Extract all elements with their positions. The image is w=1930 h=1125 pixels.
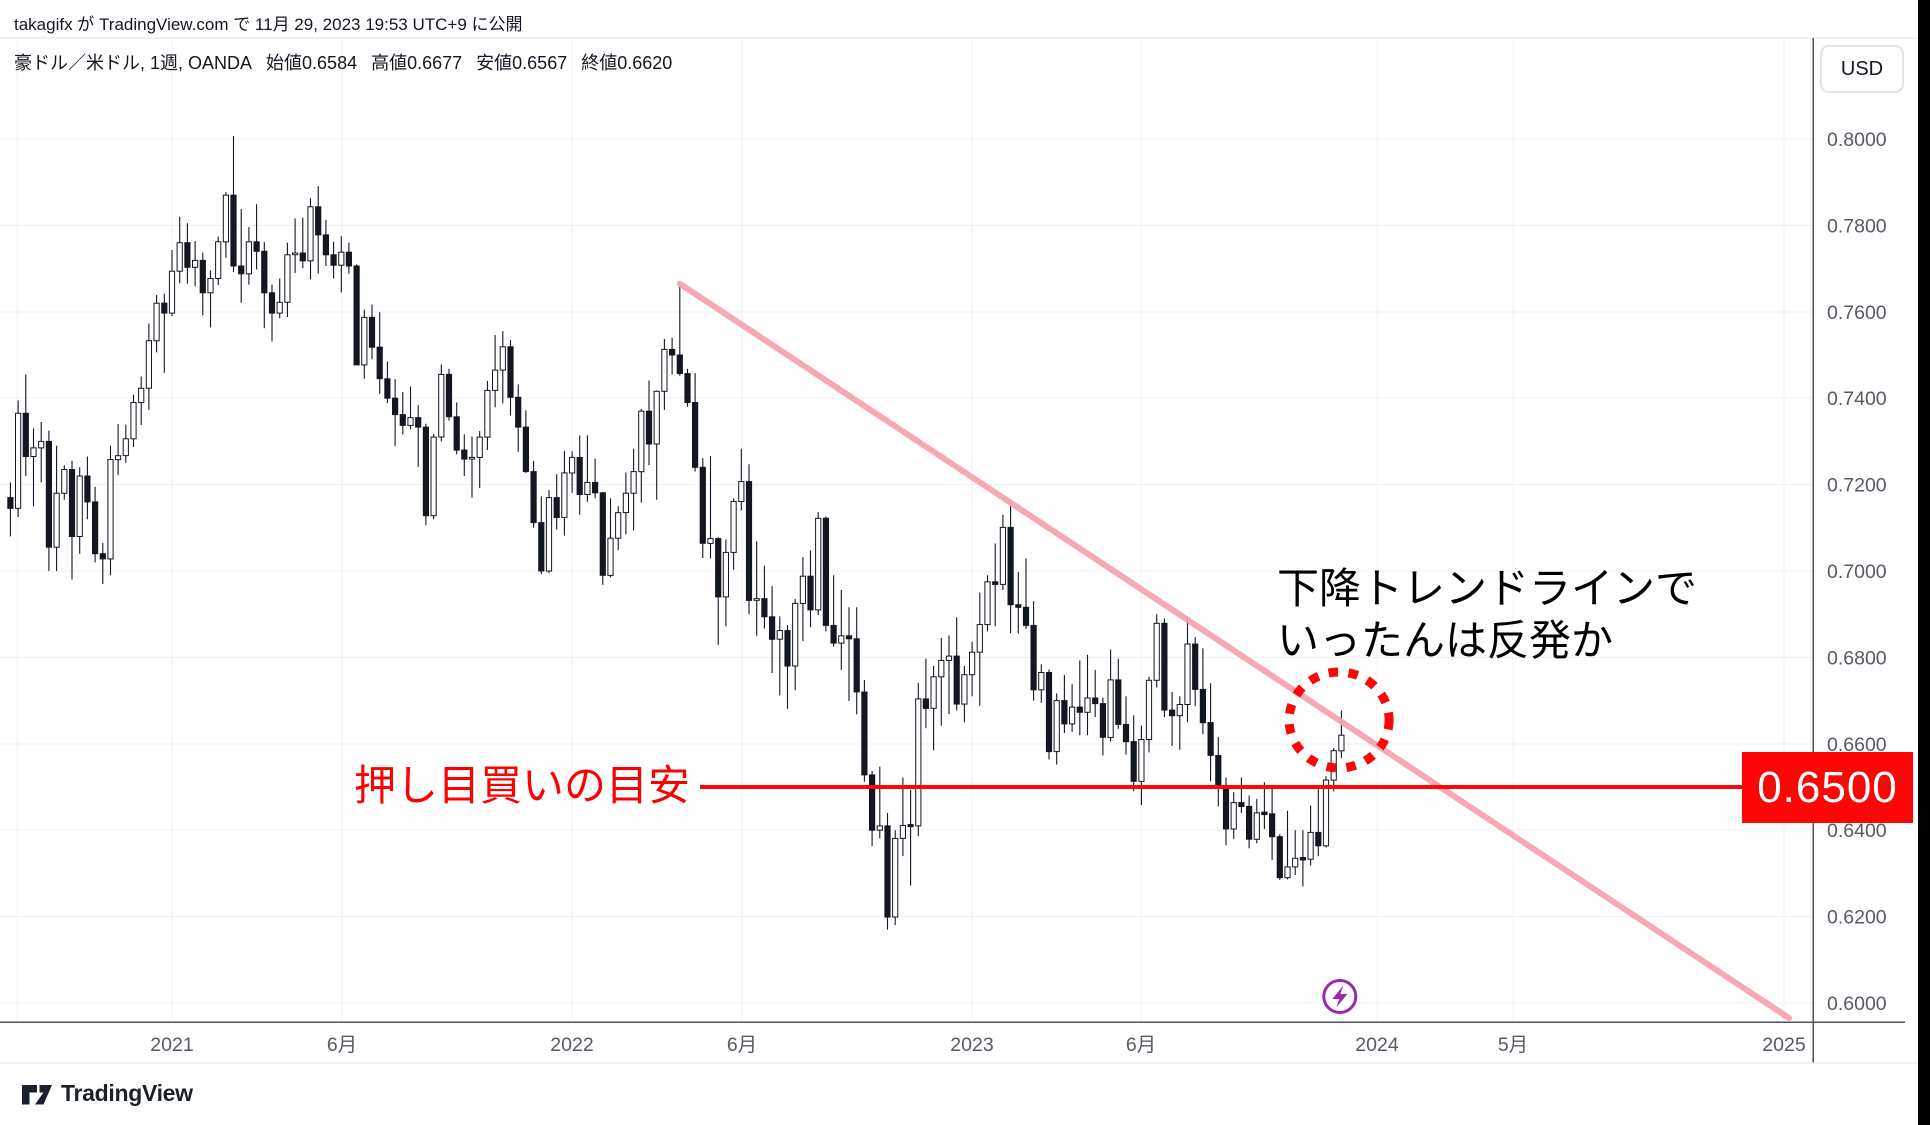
svg-text:2023: 2023 [950,1034,993,1056]
svg-text:5月: 5月 [1498,1034,1528,1056]
svg-text:2024: 2024 [1355,1034,1399,1056]
svg-text:0.6600: 0.6600 [1827,734,1887,756]
highlight-circle [1284,667,1394,773]
svg-text:2022: 2022 [550,1034,593,1056]
symbol-title: 豪ドル／米ドル, 1週, OANDA [14,53,253,73]
ohlc-close: 終値0.6620 [581,53,673,73]
svg-text:0.7000: 0.7000 [1827,561,1887,583]
svg-text:6月: 6月 [1126,1034,1156,1056]
chart-gridlines [0,38,1813,1022]
tradingview-logo-icon [22,1084,52,1104]
right-edge-bar [1918,0,1930,1125]
candlestick-series[interactable] [7,136,1345,930]
price-axis-labels[interactable]: 0.8000 0.7800 0.7600 0.7400 0.7200 0.7000 0.68… [1827,129,1887,1015]
svg-text:6月: 6月 [327,1034,357,1056]
svg-text:0.6200: 0.6200 [1827,907,1887,929]
axis-frame [0,37,1918,1064]
tradingview-logo-text: TradingView [61,1080,193,1106]
svg-text:0.8000: 0.8000 [1827,129,1887,151]
svg-text:0.7600: 0.7600 [1827,302,1887,324]
trendline-annotation-line2: いったんは反発か [1277,617,1614,664]
svg-text:0.6000: 0.6000 [1827,993,1887,1015]
svg-text:6月: 6月 [727,1034,757,1056]
tradingview-logo[interactable]: TradingView [20,1080,193,1107]
dip-buy-annotation: 押し目買いの目安 [353,762,690,809]
event-lightning-icon[interactable] [1322,979,1358,1014]
svg-text:0.6800: 0.6800 [1827,647,1887,669]
svg-text:2021: 2021 [150,1034,193,1056]
trendline-annotation-line1: 下降トレンドラインで [1277,565,1698,612]
time-axis-labels[interactable]: 2021 6月 2022 6月 2023 6月 2024 5月 2025 [150,1034,1806,1056]
symbol-legend: 豪ドル／米ドル, 1週, OANDA 始値0.6584 高値0.6677 安値0.65… [14,49,686,75]
price-level-badge: 0.6500 [1742,752,1913,823]
ohlc-open: 始値0.6584 [266,53,358,73]
publication-attribution: takagifx が TradingView.com で 11月 29, 202… [14,15,523,34]
trendline-annotation: 下降トレンドラインで いったんは反発か [1277,563,1697,667]
svg-text:0.7400: 0.7400 [1827,388,1887,410]
svg-text:0.7800: 0.7800 [1827,215,1887,237]
svg-text:0.7200: 0.7200 [1827,475,1887,497]
ohlc-low: 安値0.6567 [476,53,568,73]
svg-text:0.6400: 0.6400 [1827,820,1887,842]
ohlc-high: 高値0.6677 [371,53,463,73]
svg-text:2025: 2025 [1762,1034,1806,1056]
descending-trendline [676,280,1793,1022]
currency-toggle-button[interactable]: USD [1820,45,1904,93]
